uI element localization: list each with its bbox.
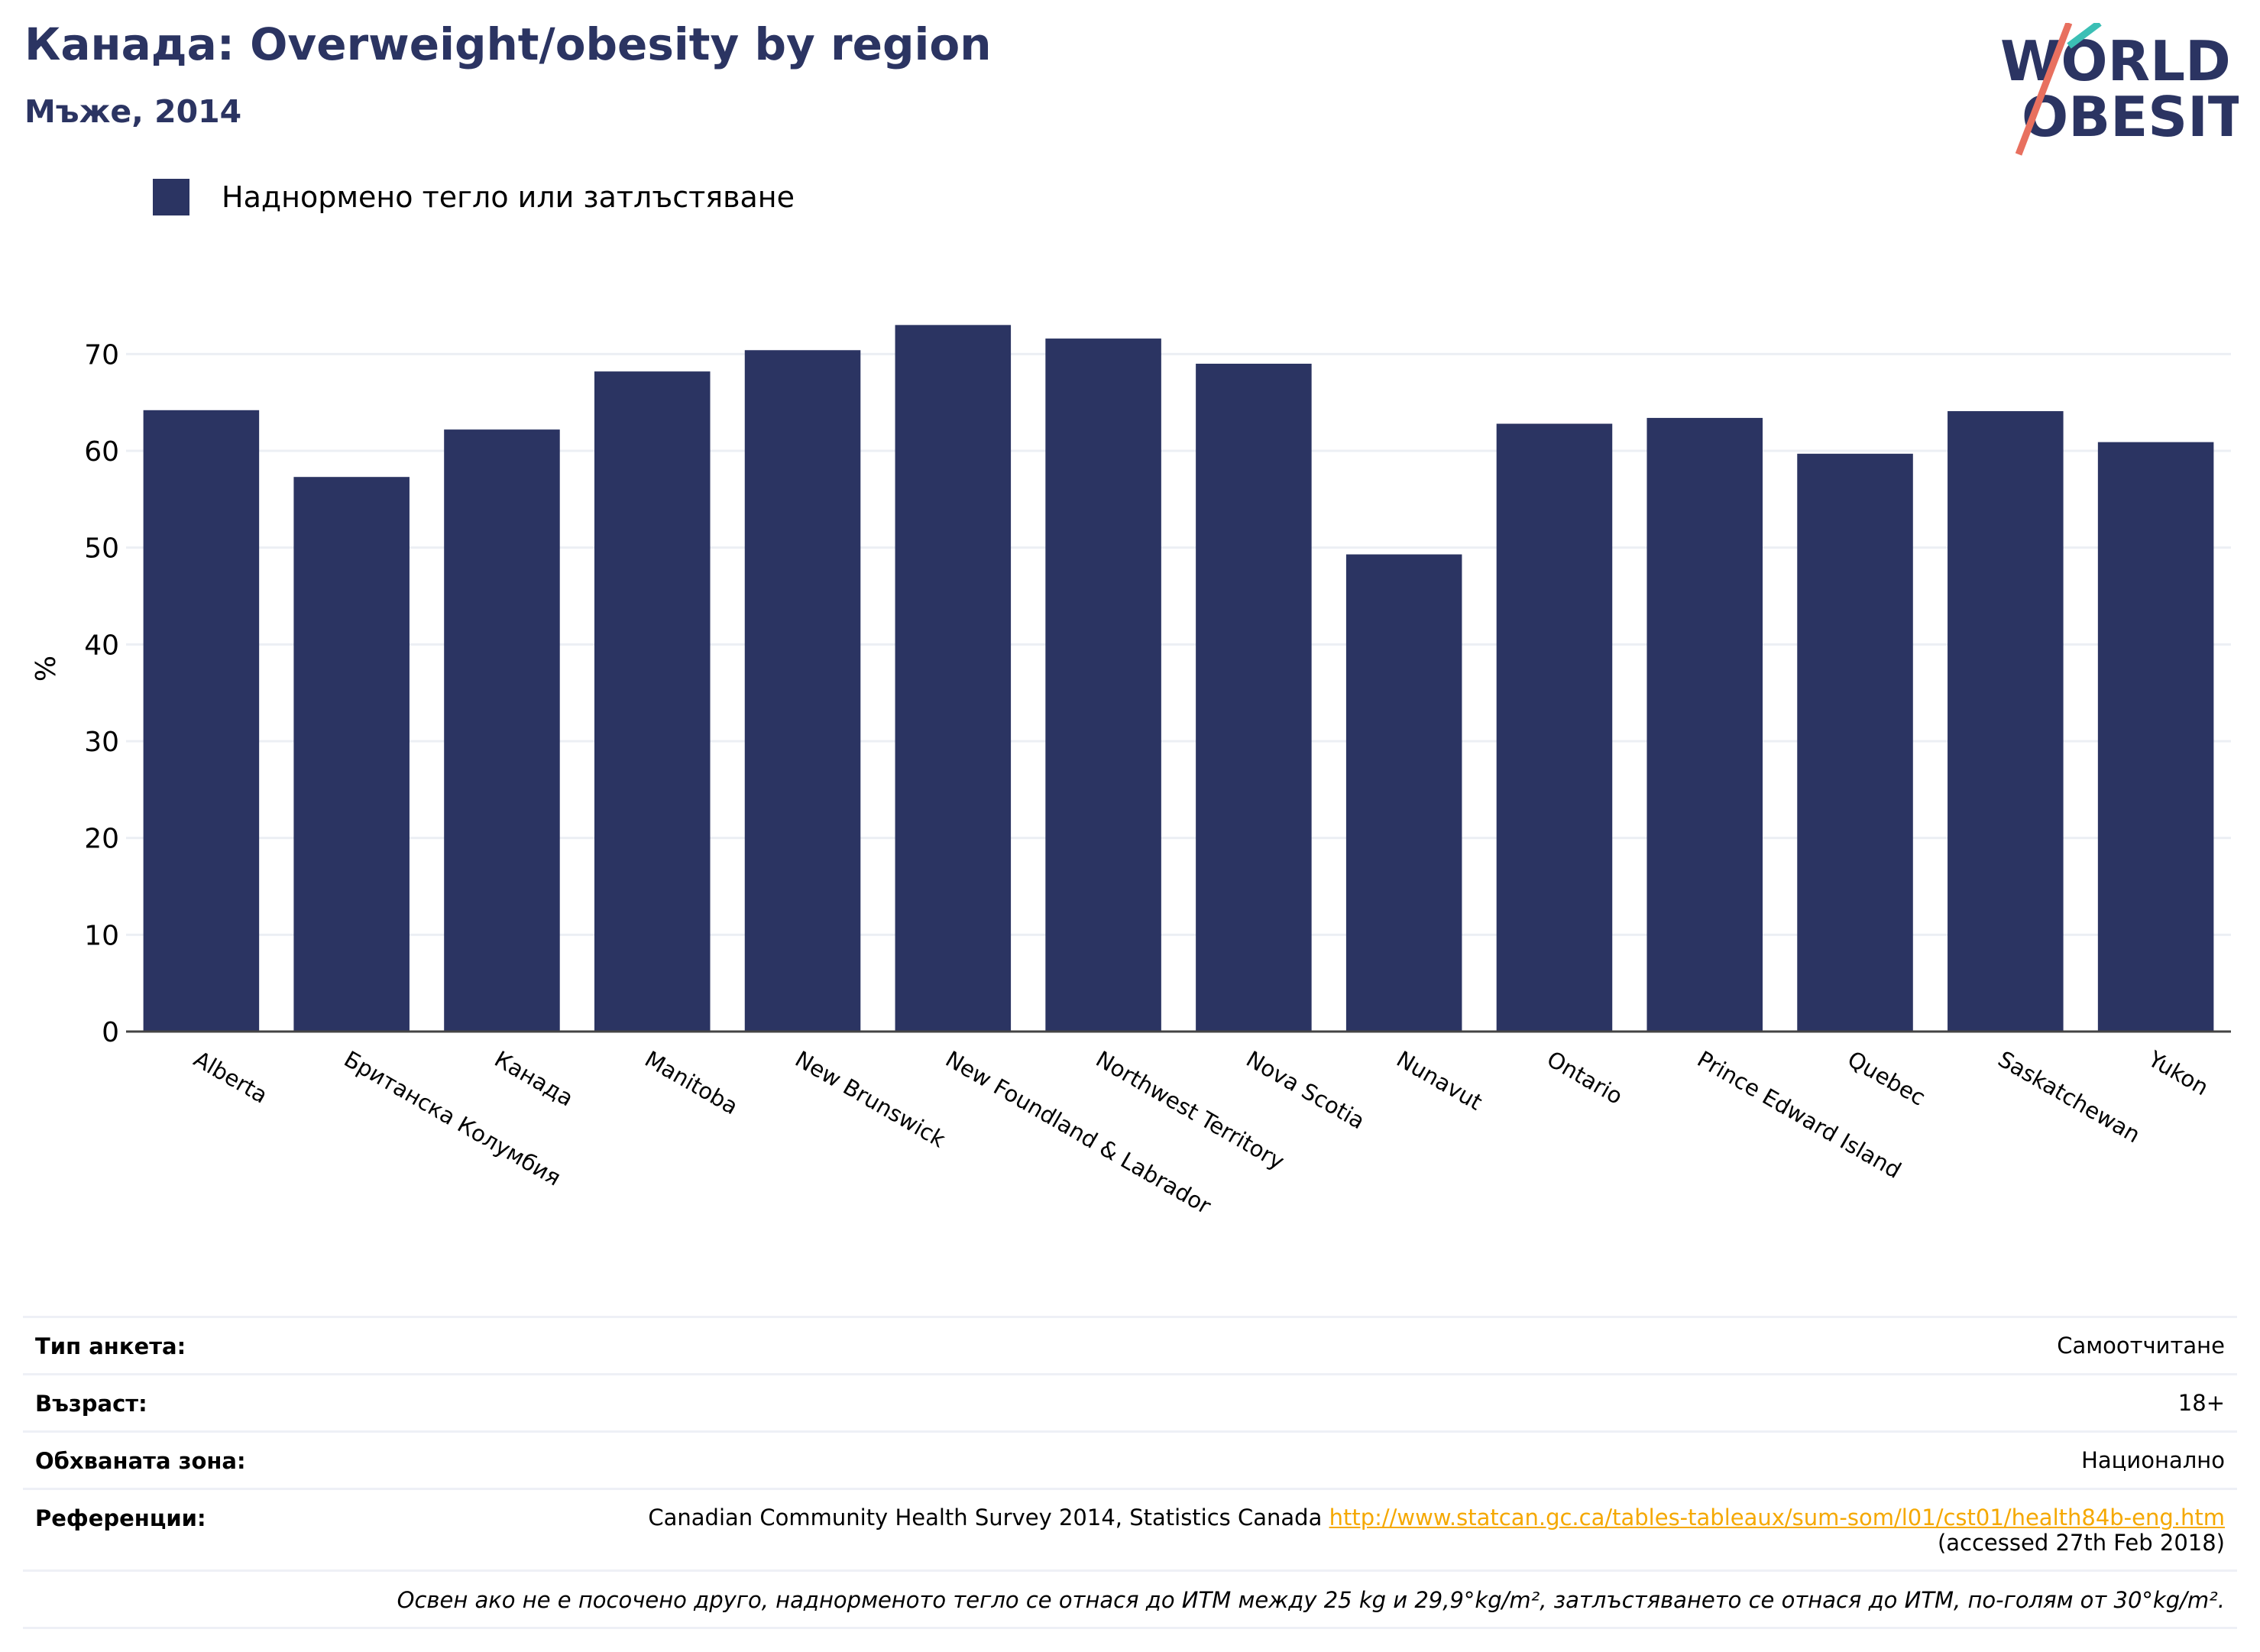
x-tick-label: Saskatchewan	[1993, 1046, 2145, 1148]
y-tick-label: 40	[84, 630, 119, 661]
x-tick-label: Nunavut	[1392, 1046, 1487, 1116]
bar	[1496, 423, 1613, 1032]
bar	[1045, 338, 1161, 1032]
bar	[2097, 442, 2214, 1032]
bar	[1196, 364, 1312, 1032]
bar	[594, 371, 711, 1032]
bar	[444, 429, 560, 1032]
age-label: Възраст:	[35, 1391, 147, 1417]
x-tick-label: Alberta	[189, 1046, 272, 1109]
info-row-note: Освен ако не е посочено друго, наднормен…	[23, 1569, 2237, 1629]
bar	[293, 477, 410, 1032]
x-tick-label: Quebec	[1844, 1046, 1930, 1111]
bar	[1948, 411, 2064, 1032]
y-tick-label: 10	[84, 920, 119, 951]
references-label: Референции:	[35, 1505, 206, 1531]
info-row-age: Възраст: 18+	[23, 1373, 2237, 1430]
logo-slash-coral	[2015, 23, 2073, 156]
bar	[143, 410, 260, 1032]
x-tick-label: New Foundland & Labrador	[941, 1046, 1216, 1220]
x-tick-label: Manitoba	[640, 1046, 743, 1120]
bar	[1797, 453, 1913, 1032]
survey-type-label: Тип анкета:	[35, 1333, 186, 1359]
x-tick-label: Yukon	[2143, 1045, 2213, 1100]
info-table: Тип анкета: Самоотчитане Възраст: 18+ Об…	[23, 1316, 2237, 1629]
world-obesity-logo: WORLD OBESITY	[2000, 23, 2239, 156]
chart-title: Канада: Overweight/obesity by region	[24, 18, 992, 70]
area-label: Обхваната зона:	[35, 1448, 246, 1474]
info-row-survey-type: Тип анкета: Самоотчитане	[23, 1316, 2237, 1373]
y-tick-label: 30	[84, 727, 119, 758]
chart-subtitle: Мъже, 2014	[24, 93, 242, 130]
y-tick-label: 50	[84, 533, 119, 565]
references-value: Canadian Community Health Survey 2014, S…	[648, 1505, 2225, 1556]
bar	[895, 325, 1012, 1032]
y-tick-label: 0	[102, 1017, 119, 1048]
bar	[1646, 417, 1763, 1032]
x-tick-label: New Brunswick	[791, 1046, 950, 1153]
logo-line-2: OBESITY	[2022, 85, 2239, 149]
x-tick-label: Канада	[490, 1046, 578, 1112]
y-axis-label: %	[31, 656, 62, 682]
survey-type-value: Самоотчитане	[2057, 1333, 2225, 1359]
reference-source: Canadian Community Health Survey 2014, S…	[648, 1505, 1323, 1531]
logo-line-1: WORLD	[2000, 29, 2231, 93]
y-tick-label: 60	[84, 436, 119, 468]
bar	[744, 350, 861, 1032]
legend: Наднормено тегло или затлъстяване	[153, 179, 795, 215]
logo-slash-teal	[2067, 23, 2102, 49]
legend-swatch	[153, 179, 189, 215]
age-value: 18+	[2177, 1390, 2225, 1416]
x-tick-label: Nova Scotia	[1242, 1046, 1369, 1135]
info-row-area: Обхваната зона: Национално	[23, 1430, 2237, 1488]
reference-link[interactable]: http://www.statcan.gc.ca/tables-tableaux…	[1329, 1505, 2225, 1531]
info-row-references: Референции: Canadian Community Health Su…	[23, 1488, 2237, 1569]
definition-note: Освен ако не е посочено друго, наднормен…	[397, 1587, 2225, 1613]
x-tick-label: Ontario	[1543, 1046, 1627, 1109]
reference-accessed: (accessed 27th Feb 2018)	[1937, 1530, 2225, 1556]
y-tick-label: 70	[84, 339, 119, 371]
bar	[1345, 554, 1462, 1032]
legend-label: Наднормено тегло или затлъстяване	[222, 180, 795, 214]
y-tick-label: 20	[84, 824, 119, 855]
area-value: Национално	[2081, 1447, 2225, 1473]
